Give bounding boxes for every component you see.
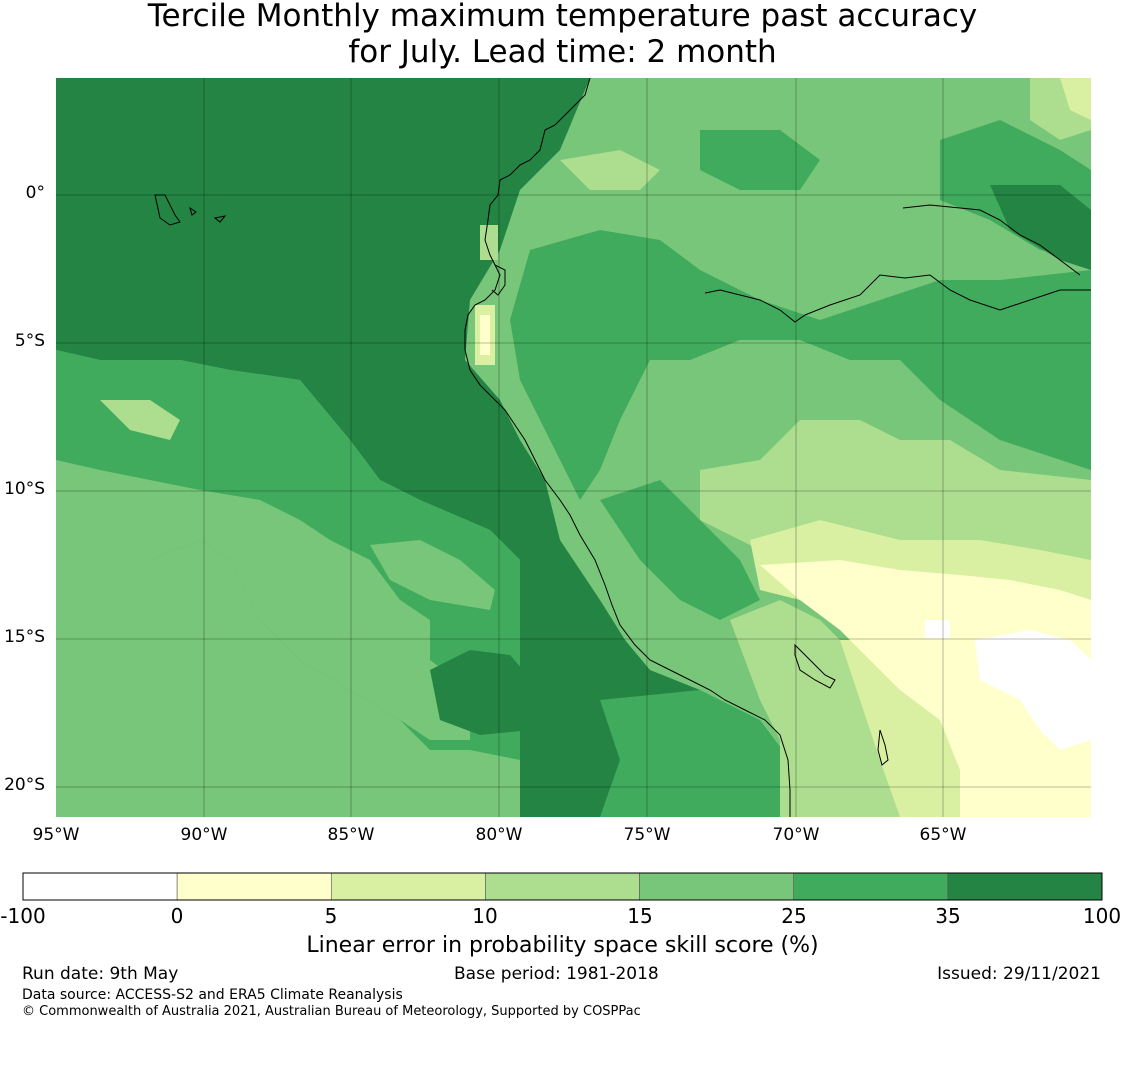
colorbar-outline: [22, 872, 1103, 901]
colorbar-tick: 15: [627, 904, 653, 928]
colorbar-tick: -100: [0, 904, 46, 928]
field-land-high-ne: [990, 185, 1091, 270]
lon-label-90w: 90°W: [180, 825, 228, 845]
chart-title-line1: Tercile Monthly maximum temperature past…: [147, 0, 978, 34]
run-date: Run date: 9th May: [22, 964, 179, 984]
river-amazon-north: [902, 204, 1081, 276]
lon-label-75w: 75°W: [623, 825, 671, 845]
field-land-low2: [730, 600, 920, 817]
field-ocean-high-skill: [56, 78, 790, 817]
colorbar-bin: [176, 872, 332, 901]
colorbar-bin: [639, 872, 795, 901]
field-land-low3: [560, 150, 660, 190]
lat-label-0: 0°: [25, 183, 45, 203]
lake-poopo: [877, 729, 889, 766]
field-land-mid3: [600, 690, 790, 817]
field-ocean-lowpatch: [56, 540, 520, 817]
lon-label-80w: 80°W: [475, 825, 523, 845]
field-negative: [975, 630, 1091, 750]
colorbar-tick: 35: [935, 904, 961, 928]
lon-label-65w: 65°W: [919, 825, 967, 845]
data-source: Data source: ACCESS-S2 and ERA5 Climate …: [22, 987, 403, 1003]
colorbar-bin: [22, 872, 178, 901]
field-land-mid: [510, 230, 1091, 500]
galapagos-3: [189, 206, 197, 216]
colorbar-tick: 5: [324, 904, 338, 928]
field-ocean-mid-pocket: [430, 650, 540, 735]
galapagos-1: [154, 194, 181, 226]
field-coastal-strip-core: [480, 315, 490, 355]
colorbar: [22, 872, 1103, 901]
coastline-pacific: [464, 77, 791, 817]
colorbar-tick: 10: [472, 904, 498, 928]
gulf-guayaquil: [491, 264, 506, 296]
colorbar-bin: [330, 872, 486, 901]
field-land-mid2: [600, 480, 760, 620]
field-ocean-lowpatch3: [100, 400, 180, 440]
skill-field: [56, 78, 1091, 817]
river-amazon: [704, 274, 1091, 323]
field-ocean-lowpatch2: [370, 540, 495, 610]
colorbar-bin: [793, 872, 949, 901]
field-land-5-10c: [1060, 78, 1091, 120]
field-land-0-5: [760, 560, 1091, 817]
coastline: [154, 77, 1091, 817]
colorbar-bin: [947, 872, 1103, 901]
issued-date: Issued: 29/11/2021: [937, 964, 1101, 984]
galapagos-2: [213, 215, 227, 223]
lon-label-70w: 70°W: [772, 825, 820, 845]
colorbar-tick: 25: [781, 904, 807, 928]
lat-label-15s: 15°S: [4, 627, 45, 647]
colorbar-tick: 0: [170, 904, 184, 928]
lat-label-10s: 10°S: [4, 479, 45, 499]
lon-label-95w: 95°W: [32, 825, 80, 845]
base-period: Base period: 1981-2018: [454, 964, 659, 984]
lat-label-5s: 5°S: [14, 331, 45, 351]
chart-title-line2: for July. Lead time: 2 month: [348, 34, 777, 70]
colorbar-label: Linear error in probability space skill …: [306, 933, 819, 958]
lake-titicaca: [794, 643, 836, 689]
field-coastal-strip2: [480, 225, 498, 260]
copyright: © Commonwealth of Australia 2021, Austra…: [22, 1004, 641, 1019]
colorbar-bin: [485, 872, 640, 901]
field-land-mid5: [700, 130, 820, 190]
lat-label-20s: 20°S: [4, 775, 45, 795]
lon-label-85w: 85°W: [327, 825, 375, 845]
field-negative-small: [925, 620, 950, 638]
gridlines: [56, 78, 1091, 817]
colorbar-tick: 100: [1082, 904, 1122, 928]
